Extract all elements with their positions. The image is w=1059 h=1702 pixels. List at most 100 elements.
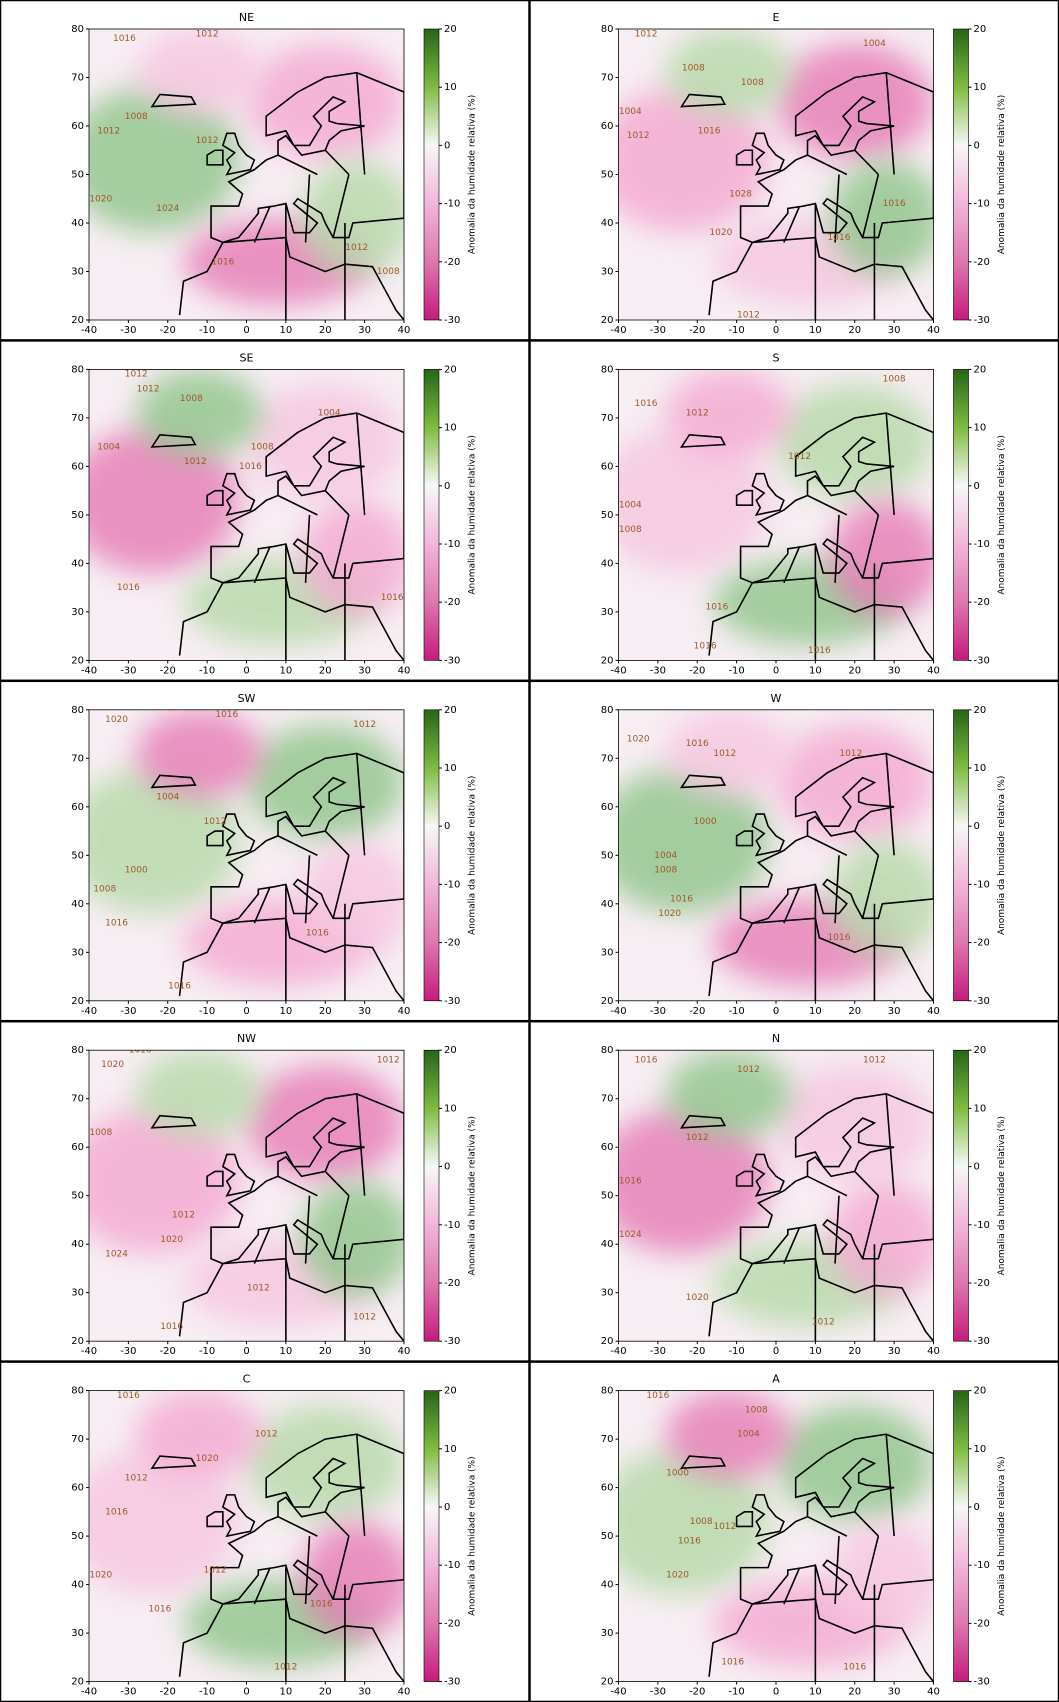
contour-label: 1008 bbox=[93, 885, 116, 895]
y-tick-label: 40 bbox=[71, 218, 84, 229]
contour-label: 1016 bbox=[721, 1658, 744, 1668]
y-tick-label: 50 bbox=[71, 850, 84, 861]
anomaly-field bbox=[776, 44, 934, 160]
contour-label: 1008 bbox=[654, 865, 677, 875]
x-tick-label: -20 bbox=[160, 325, 176, 336]
x-tick-label: -30 bbox=[650, 1346, 666, 1357]
x-tick-label: -10 bbox=[199, 1346, 215, 1357]
contour-label: 1012 bbox=[353, 1312, 376, 1322]
x-tick-label: 20 bbox=[848, 1346, 861, 1357]
x-tick-label: -30 bbox=[120, 1006, 136, 1017]
panel-title: E bbox=[773, 11, 780, 24]
x-tick-label: 30 bbox=[888, 1346, 901, 1357]
x-tick-label: -30 bbox=[120, 1346, 136, 1357]
y-tick-label: 80 bbox=[601, 1045, 614, 1056]
contour-label: 1016 bbox=[310, 1600, 333, 1610]
x-tick-label: 10 bbox=[809, 1006, 822, 1017]
contour-label: 1008 bbox=[745, 1406, 768, 1416]
x-tick-label: -30 bbox=[650, 1687, 666, 1698]
y-tick-label: 60 bbox=[601, 802, 614, 813]
contour-label: 1016 bbox=[686, 739, 709, 749]
x-tick-label: 0 bbox=[773, 1346, 779, 1357]
contour-label: 1016 bbox=[635, 399, 658, 409]
x-tick-label: 20 bbox=[319, 1687, 332, 1698]
colorbar-label: Anomalia da humidade relativa (%) bbox=[997, 95, 1007, 255]
x-tick-label: -20 bbox=[160, 665, 176, 676]
x-tick-label: -20 bbox=[689, 665, 705, 676]
colorbar-tick-label: 0 bbox=[444, 1162, 450, 1173]
y-tick-label: 30 bbox=[601, 947, 614, 958]
x-tick-label: 20 bbox=[319, 665, 332, 676]
contour-label: 1012 bbox=[686, 409, 709, 419]
x-tick-label: -20 bbox=[160, 1006, 176, 1017]
colorbar-tick-label: -30 bbox=[974, 1336, 990, 1347]
contour-label: 1012 bbox=[627, 131, 650, 141]
contour-label: 1004 bbox=[619, 107, 642, 117]
colorbar-tick-label: -20 bbox=[444, 1278, 460, 1289]
contour-label: 1016 bbox=[698, 126, 721, 136]
x-tick-label: 40 bbox=[927, 1346, 940, 1357]
contour-label: 1008 bbox=[125, 112, 148, 122]
x-tick-label: 20 bbox=[848, 325, 861, 336]
colorbar bbox=[424, 1391, 439, 1682]
y-tick-label: 50 bbox=[601, 1191, 614, 1202]
y-tick-label: 30 bbox=[71, 1288, 84, 1299]
contour-label: 1016 bbox=[843, 1663, 866, 1673]
x-tick-label: -30 bbox=[120, 665, 136, 676]
contour-label: 1016 bbox=[828, 233, 851, 243]
x-tick-label: 20 bbox=[848, 1006, 861, 1017]
y-tick-label: 70 bbox=[601, 73, 614, 84]
map: 101610121008100410081012101610161016 bbox=[593, 369, 943, 660]
y-tick-label: 70 bbox=[71, 73, 84, 84]
x-tick-label: 0 bbox=[243, 665, 249, 676]
contour-label: 1016 bbox=[113, 34, 136, 44]
x-tick-label: -30 bbox=[120, 1687, 136, 1698]
colorbar-label: Anomalia da humidade relativa (%) bbox=[468, 435, 478, 595]
panel: 1016102010121008101210201024101610121012… bbox=[1, 1022, 530, 1361]
x-tick-label: 30 bbox=[358, 1687, 371, 1698]
x-tick-label: 0 bbox=[773, 325, 779, 336]
x-tick-label: 20 bbox=[848, 1687, 861, 1698]
contour-label: 1016 bbox=[239, 462, 262, 472]
x-tick-label: -30 bbox=[120, 325, 136, 336]
y-tick-label: 60 bbox=[601, 461, 614, 472]
colorbar-tick-label: -30 bbox=[444, 655, 460, 666]
contour-label: 1020 bbox=[160, 1235, 183, 1245]
contour-label: 1016 bbox=[828, 933, 851, 943]
contour-label: 1016 bbox=[168, 982, 191, 992]
y-tick-label: 20 bbox=[601, 1336, 614, 1347]
colorbar-tick-label: 10 bbox=[974, 1444, 987, 1455]
contour-label: 1016 bbox=[211, 257, 234, 267]
x-tick-label: 20 bbox=[319, 325, 332, 336]
y-tick-label: 50 bbox=[71, 1531, 84, 1542]
contour-label: 1012 bbox=[137, 384, 160, 394]
colorbar-tick-label: -20 bbox=[974, 597, 990, 608]
y-tick-label: 20 bbox=[71, 315, 84, 326]
contour-label: 1024 bbox=[619, 1230, 642, 1240]
x-tick-label: 20 bbox=[848, 665, 861, 676]
colorbar bbox=[424, 369, 439, 660]
x-tick-label: -40 bbox=[81, 1346, 97, 1357]
contour-label: 1020 bbox=[686, 1293, 709, 1303]
x-tick-label: -10 bbox=[199, 1687, 215, 1698]
y-tick-label: 30 bbox=[71, 1628, 84, 1639]
contour-label: 1004 bbox=[863, 39, 886, 49]
map: 1012100810041004100810121016102810201016… bbox=[593, 29, 943, 321]
x-tick-label: 20 bbox=[319, 1346, 332, 1357]
x-tick-label: -40 bbox=[81, 1687, 97, 1698]
y-tick-label: 30 bbox=[601, 1288, 614, 1299]
colorbar-label: Anomalia da humidade relativa (%) bbox=[997, 1456, 1007, 1616]
colorbar-tick-label: -10 bbox=[974, 879, 990, 890]
colorbar-tick-label: -20 bbox=[444, 597, 460, 608]
contour-label: 1016 bbox=[381, 593, 404, 603]
x-tick-label: 40 bbox=[927, 665, 940, 676]
colorbar-tick-label: -10 bbox=[974, 1560, 990, 1571]
contour-label: 1016 bbox=[635, 1055, 658, 1065]
y-tick-label: 40 bbox=[601, 218, 614, 229]
y-tick-label: 20 bbox=[601, 315, 614, 326]
x-tick-label: -40 bbox=[610, 325, 626, 336]
contour-label: 1012 bbox=[204, 817, 227, 827]
y-tick-label: 40 bbox=[71, 558, 84, 569]
panel: 10161012101210121016102410201012N-40-30-… bbox=[530, 1022, 1059, 1361]
